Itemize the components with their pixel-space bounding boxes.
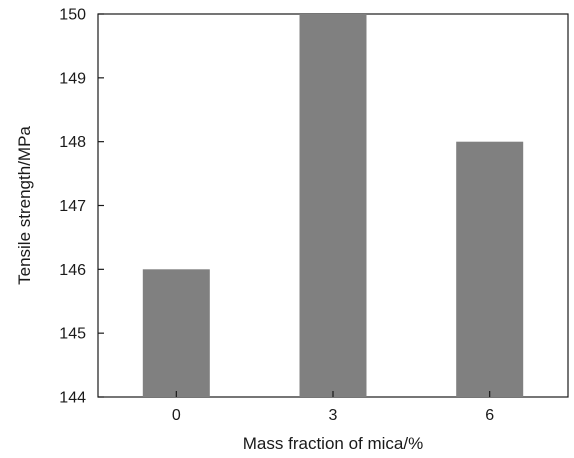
bars-group (142, 14, 524, 397)
y-axis: 144 145 146 147 148 149 150 (59, 7, 104, 407)
x-tick-label: 0 (172, 407, 181, 424)
bar-0 (142, 269, 210, 397)
y-tick-label: 150 (59, 7, 86, 24)
y-tick-label: 149 (59, 70, 86, 87)
y-axis-title: Tensile strength/MPa (15, 126, 34, 285)
x-axis-title: Mass fraction of mica/% (243, 434, 423, 453)
bar-6 (456, 141, 524, 397)
y-tick-label: 145 (59, 326, 86, 343)
x-tick-label: 3 (329, 407, 338, 424)
x-tick-label: 6 (485, 407, 494, 424)
y-tick-label: 147 (59, 198, 86, 215)
y-tick-label: 144 (59, 390, 86, 407)
y-tick-label: 148 (59, 134, 86, 151)
bar-3 (299, 14, 367, 397)
y-tick-label: 146 (59, 262, 86, 279)
x-axis: 0 3 6 (172, 391, 494, 424)
